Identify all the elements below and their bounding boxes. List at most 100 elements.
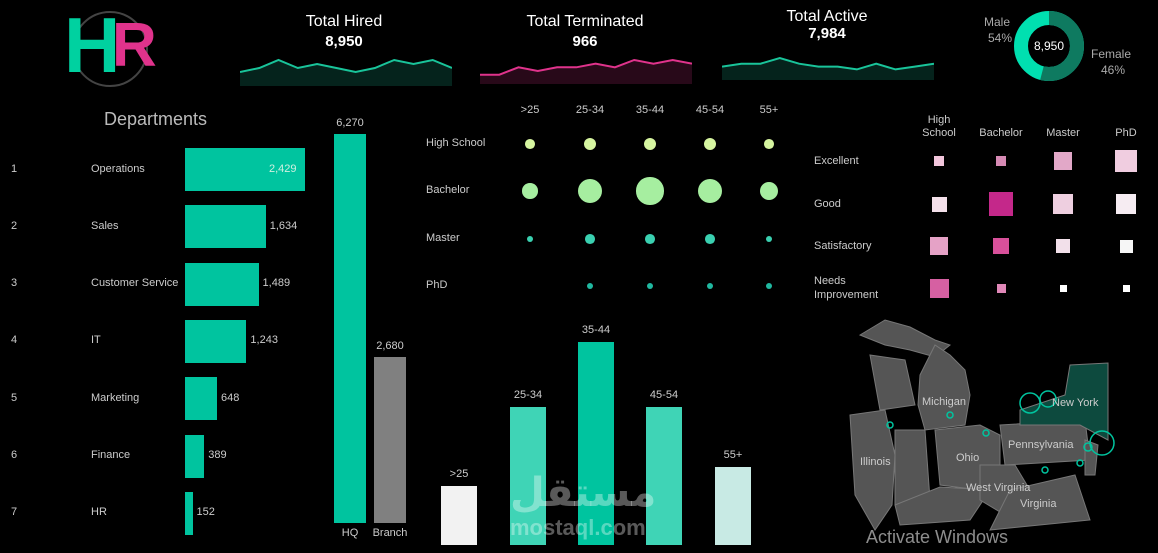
dept-rank: 1 bbox=[11, 162, 18, 175]
hired-sparkline bbox=[240, 58, 452, 86]
map-wisconsin bbox=[869, 354, 916, 411]
dept-rank: 3 bbox=[11, 277, 18, 290]
heatmap-cell bbox=[1054, 152, 1072, 170]
bubble-point bbox=[765, 282, 773, 290]
heatmap-column-label: Master bbox=[1046, 127, 1080, 139]
bubble-point bbox=[764, 139, 774, 149]
logo-circle bbox=[72, 11, 148, 87]
age-group-label: 35-44 bbox=[581, 324, 611, 336]
map-virginia bbox=[989, 474, 1091, 531]
age-group-label: >25 bbox=[449, 467, 469, 480]
heatmap-cell bbox=[996, 283, 1006, 293]
bubble-point bbox=[522, 183, 538, 199]
departments-title: Departments bbox=[104, 109, 208, 129]
map-kentucky bbox=[894, 486, 991, 526]
dept-value-label: 152 bbox=[196, 506, 215, 519]
heatmap-cell bbox=[931, 196, 947, 212]
dept-rank: 7 bbox=[11, 506, 18, 519]
dept-bar bbox=[185, 319, 247, 363]
location-bar bbox=[374, 356, 406, 523]
age-group-bar bbox=[715, 466, 751, 545]
map-city-bubble bbox=[886, 421, 894, 429]
sparkline-line bbox=[480, 58, 692, 76]
dept-rank: 2 bbox=[11, 219, 18, 232]
bubble-point bbox=[646, 282, 654, 290]
bubble-point bbox=[525, 139, 535, 149]
age-group-label: 55+ bbox=[723, 448, 743, 461]
map-city-bubble bbox=[946, 411, 954, 419]
kpi-terminated-value: 966 bbox=[572, 33, 598, 50]
dept-category-label: Operations bbox=[91, 162, 145, 175]
dept-value-label: 1,243 bbox=[250, 334, 278, 347]
bubble-point bbox=[759, 181, 779, 201]
map-label-illinois: Illinois bbox=[860, 456, 891, 468]
map-city-bubble bbox=[1076, 459, 1084, 467]
kpi-hired-title: Total Hired bbox=[305, 13, 383, 30]
dept-bar bbox=[185, 491, 193, 535]
dept-value-label: 1,489 bbox=[262, 277, 291, 290]
heatmap-cell bbox=[1122, 284, 1130, 292]
heatmap-column-label: High School bbox=[922, 114, 956, 139]
heatmap-cell bbox=[993, 238, 1009, 254]
sparkline-line bbox=[240, 58, 452, 74]
bubble-point bbox=[583, 137, 597, 151]
bubble-point bbox=[703, 137, 717, 151]
dept-value-label: 1,634 bbox=[269, 219, 298, 232]
heatmap-cell bbox=[929, 278, 949, 298]
location-value-label: 6,270 bbox=[336, 117, 364, 129]
watermark-latin: mostaql.com bbox=[510, 515, 646, 540]
bubble-point bbox=[636, 177, 664, 205]
bubble-column-label: 35-44 bbox=[635, 104, 665, 116]
map-illinois bbox=[849, 409, 896, 531]
map-new-jersey bbox=[1084, 439, 1099, 476]
heatmap-column-label: PhD bbox=[1115, 127, 1137, 139]
heatmap-cell bbox=[989, 192, 1013, 216]
bubble-point bbox=[526, 235, 534, 243]
map-label-new-york: New York bbox=[1052, 397, 1099, 409]
logo-letter-h: H bbox=[64, 1, 121, 89]
age-group-bar bbox=[578, 342, 614, 545]
map-new-york bbox=[1019, 362, 1109, 441]
heatmap-row-label: Satisfactory bbox=[814, 240, 872, 252]
sparkline-line bbox=[722, 56, 934, 71]
activate-windows-text: Activate Windows bbox=[866, 527, 1009, 547]
map-label-ohio: Ohio bbox=[956, 452, 979, 464]
bubble-row-label: Master bbox=[426, 232, 460, 244]
bubble-column-label: 55+ bbox=[759, 104, 779, 116]
dept-rank: 4 bbox=[11, 334, 18, 347]
heatmap-row-label: Excellent bbox=[814, 155, 859, 167]
map-label-pennsylvania: Pennsylvania bbox=[1008, 439, 1074, 451]
bubble-point bbox=[697, 178, 723, 204]
gender-male-pct: 54% bbox=[988, 31, 1013, 45]
bubble-point bbox=[643, 137, 657, 151]
heatmap-cell bbox=[1056, 239, 1070, 253]
bubble-column-label: >25 bbox=[520, 104, 540, 116]
dept-rank: 6 bbox=[11, 449, 18, 461]
age-group-label: 45-54 bbox=[649, 388, 679, 401]
gender-male-label: Male bbox=[984, 15, 1011, 29]
bubble-row-label: High School bbox=[426, 137, 486, 149]
dept-value-label: 2,429 bbox=[269, 162, 297, 175]
dept-value-label: 389 bbox=[208, 449, 227, 461]
terminated-sparkline bbox=[480, 58, 692, 84]
dept-category-label: Customer Service bbox=[91, 277, 179, 290]
kpi-terminated-title: Total Terminated bbox=[526, 13, 644, 30]
location-category-label: HQ bbox=[341, 527, 359, 539]
gender-female-pct: 46% bbox=[1101, 63, 1126, 77]
heatmap-cell bbox=[934, 156, 944, 166]
bubble-column-label: 25-34 bbox=[575, 104, 605, 116]
heatmap-row-label: Good bbox=[814, 198, 841, 210]
heatmap-cell bbox=[1115, 150, 1137, 172]
bubble-point bbox=[585, 234, 595, 244]
dept-category-label: IT bbox=[91, 334, 101, 347]
map-label-west-virginia: West Virginia bbox=[966, 482, 1031, 494]
heatmap-cell bbox=[1059, 284, 1067, 292]
dept-category-label: Finance bbox=[91, 449, 131, 461]
location-value-label: 2,680 bbox=[376, 339, 404, 352]
dept-bar bbox=[185, 205, 266, 249]
bubble-point bbox=[765, 235, 773, 243]
kpi-hired-value: 8,950 bbox=[325, 33, 363, 50]
us-map: Michigan New York Illinois Ohio Pennsylv… bbox=[849, 319, 1115, 531]
dept-bar bbox=[185, 434, 205, 478]
gender-donut: 8,950 bbox=[1014, 11, 1084, 81]
